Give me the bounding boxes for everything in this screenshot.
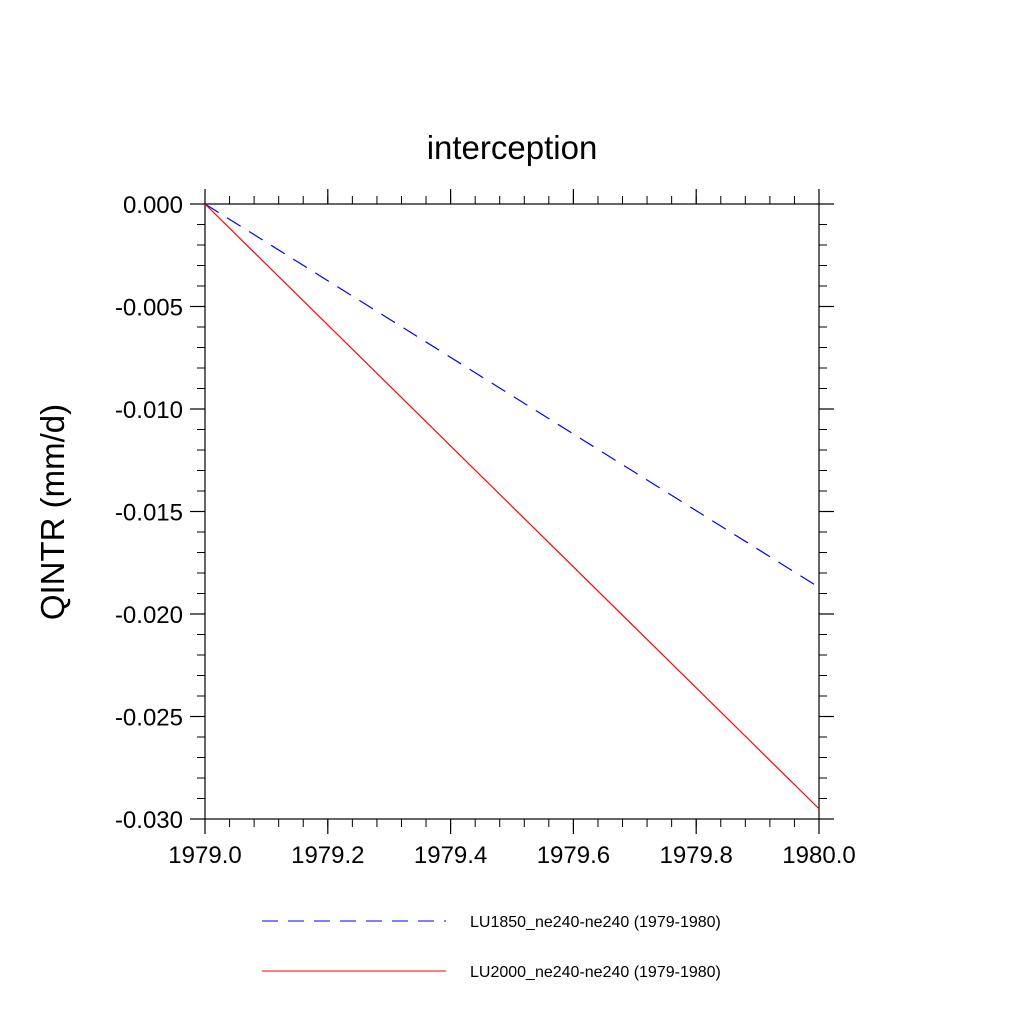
x-tick-label: 1979.8 bbox=[659, 842, 732, 869]
y-tick-label: 0.000 bbox=[123, 192, 183, 219]
y-tick-label: -0.030 bbox=[115, 807, 183, 834]
x-tick-label: 1979.6 bbox=[537, 842, 610, 869]
chart-title: interception bbox=[427, 129, 598, 166]
series-line-1 bbox=[204, 203, 820, 588]
legend: LU1850_ne240-ne240 (1979-1980) LU2000_ne2… bbox=[262, 914, 721, 981]
plot-frame bbox=[204, 203, 820, 820]
y-tick-label: -0.005 bbox=[115, 295, 183, 322]
y-tick-label: -0.015 bbox=[115, 500, 183, 527]
legend-label-1: LU1850_ne240-ne240 (1979-1980) bbox=[470, 914, 721, 931]
x-tick-label: 1979.0 bbox=[168, 842, 241, 869]
plot-area: 1979.0 1979.2 1979.4 1979.6 1979.8 1980.0 0.00… bbox=[115, 189, 856, 869]
x-tick-label: 1980.0 bbox=[782, 842, 855, 869]
x-tick-label: 1979.4 bbox=[414, 842, 487, 869]
legend-label-2: LU2000_ne240-ne240 (1979-1980) bbox=[470, 964, 721, 981]
y-tick-label: -0.010 bbox=[115, 397, 183, 424]
y-tick-label: -0.020 bbox=[115, 602, 183, 629]
y-axis-label: QINTR (mm/d) bbox=[34, 404, 71, 620]
y-tick-label: -0.025 bbox=[115, 705, 183, 732]
x-tick-label: 1979.2 bbox=[291, 842, 364, 869]
series-line-2 bbox=[204, 203, 820, 810]
